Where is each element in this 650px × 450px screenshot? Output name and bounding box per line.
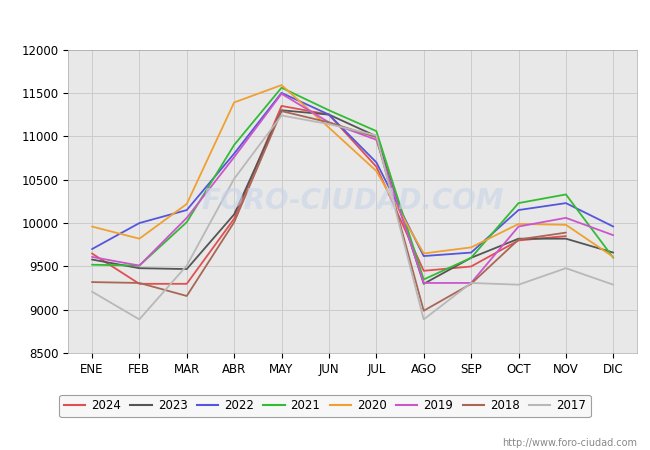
Text: http://www.foro-ciudad.com: http://www.foro-ciudad.com xyxy=(502,438,637,448)
Text: Afiliados en Cieza a 30/11/2024: Afiliados en Cieza a 30/11/2024 xyxy=(182,14,468,33)
Legend: 2024, 2023, 2022, 2021, 2020, 2019, 2018, 2017: 2024, 2023, 2022, 2021, 2020, 2019, 2018… xyxy=(59,395,591,417)
Text: FORO-CIUDAD.COM: FORO-CIUDAD.COM xyxy=(202,187,504,216)
